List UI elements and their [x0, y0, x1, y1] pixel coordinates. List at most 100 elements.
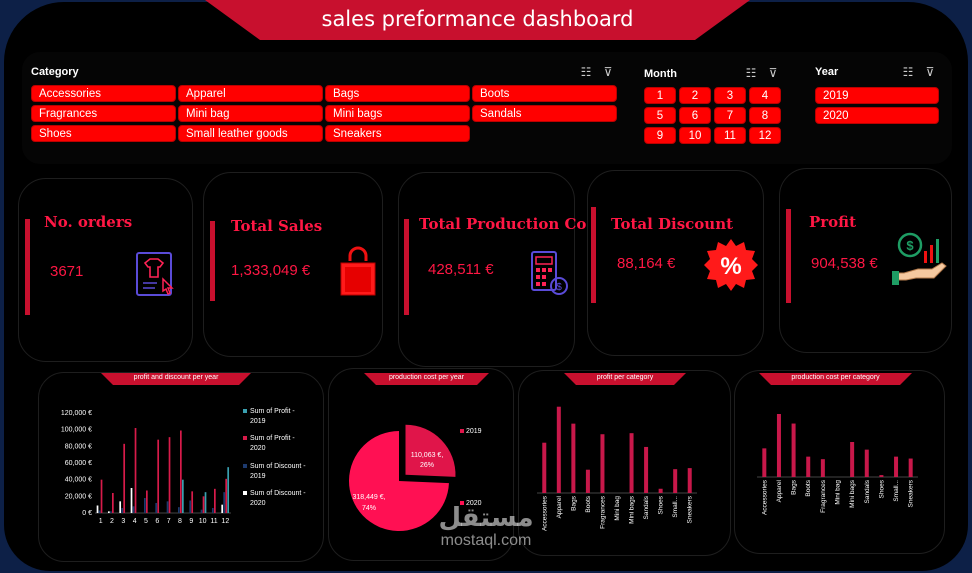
- bar-sum-of-profit-2020: [202, 496, 205, 513]
- multi-select-icon[interactable]: ☷: [745, 66, 757, 80]
- bar-sum-of-profit-2020: [146, 490, 148, 513]
- year-chip-2020[interactable]: 2020: [815, 107, 939, 124]
- watermark-latin: mostaql.com: [440, 532, 532, 549]
- bar-sum-of-profit-2020: [112, 493, 114, 513]
- bar-sum-of-profit-2020: [157, 439, 160, 513]
- category-bar: [806, 456, 811, 477]
- year-slicer-header: Year: [815, 66, 839, 78]
- bar-sum-of-profit-2019: [182, 479, 184, 513]
- legend-label: Sum of Profit -: [250, 408, 295, 415]
- x-tick-label: Fragrances: [820, 479, 827, 513]
- legend-label: 2019: [250, 473, 266, 480]
- x-tick-label: 7: [167, 518, 171, 525]
- category-chip-shoes[interactable]: Shoes: [31, 125, 176, 142]
- category-chip-small-leather-goods[interactable]: Small leather goods: [178, 125, 323, 142]
- kpi-card-orders: No. orders 3671: [18, 178, 193, 362]
- x-tick-label: 4: [133, 518, 137, 525]
- x-tick-label: Sandals: [864, 479, 871, 503]
- month-chip-2[interactable]: 2: [679, 87, 711, 104]
- legend-label: 2020: [250, 445, 266, 452]
- production-cost-per-category-chart: Accessories Apparel Bags Boots Fragrances Min…: [757, 414, 918, 515]
- bar-sum-of-profit-2020: [191, 491, 194, 513]
- legend-swatch: [243, 464, 247, 468]
- x-tick-label: 3: [121, 518, 125, 525]
- category-bar: [776, 414, 781, 477]
- dashboard-title: sales preformance dashboard: [321, 7, 634, 31]
- month-chip-9[interactable]: 9: [644, 127, 676, 144]
- month-chip-6[interactable]: 6: [679, 107, 711, 124]
- clear-filter-icon[interactable]: ⊽: [925, 65, 935, 79]
- legend-label: 2019: [250, 418, 266, 425]
- category-chip-bags[interactable]: Bags: [325, 85, 470, 102]
- category-chip-sneakers[interactable]: Sneakers: [325, 125, 470, 142]
- legend-label: Sum of Discount -: [250, 490, 306, 497]
- month-chip-3[interactable]: 3: [714, 87, 746, 104]
- month-chip-12[interactable]: 12: [749, 127, 781, 144]
- category-chip-mini-bags[interactable]: Mini bags: [325, 105, 470, 122]
- legend-label: Sum of Discount -: [250, 463, 306, 470]
- category-chip-accessories[interactable]: Accessories: [31, 85, 176, 102]
- x-tick-label: 10: [199, 518, 207, 525]
- multi-select-icon[interactable]: ☷: [902, 65, 914, 79]
- category-bar: [571, 423, 576, 493]
- kpi-title: Profit: [809, 213, 857, 231]
- profit-hand-icon: $: [892, 232, 947, 285]
- title-banner: [205, 0, 750, 40]
- month-chip-10[interactable]: 10: [679, 127, 711, 144]
- kpi-card-total-sales: Total Sales 1,333,049 €: [203, 172, 383, 357]
- pie-slice-2020: [349, 431, 449, 531]
- chart-header-ribbon: [564, 373, 686, 385]
- y-tick-label: 100,000 €: [61, 427, 92, 434]
- clear-filter-icon[interactable]: ⊽: [603, 65, 613, 79]
- category-bar: [879, 475, 884, 477]
- month-slicer-header: Month: [644, 68, 677, 80]
- x-tick-label: 11: [210, 518, 217, 525]
- kpi-accent-bar: [786, 209, 791, 303]
- month-chip-11[interactable]: 11: [714, 127, 746, 144]
- svg-text:%: %: [720, 253, 741, 280]
- category-chip-mini-bag[interactable]: Mini bag: [178, 105, 323, 122]
- y-tick-label: 120,000 €: [61, 410, 92, 417]
- bar-sum-of-profit-2020: [225, 478, 228, 513]
- month-chip-5[interactable]: 5: [644, 107, 676, 124]
- category-chip-apparel[interactable]: Apparel: [178, 85, 323, 102]
- x-tick-label: Accessories: [541, 495, 548, 531]
- profit-per-category-chart: Accessories Apparel Bags Boots Fragrances Min…: [537, 406, 697, 531]
- category-bar: [600, 434, 605, 493]
- month-chip-1[interactable]: 1: [644, 87, 676, 104]
- x-tick-label: 8: [178, 518, 182, 525]
- svg-text:$: $: [906, 238, 914, 253]
- category-bar: [850, 442, 855, 477]
- x-tick-label: Boots: [585, 495, 592, 512]
- category-bar: [820, 459, 825, 477]
- y-tick-label: 80,000 €: [65, 443, 92, 450]
- multi-select-icon[interactable]: ☷: [580, 65, 592, 79]
- x-tick-label: 1: [99, 518, 103, 525]
- month-chip-4[interactable]: 4: [749, 87, 781, 104]
- bar-sum-of-profit-2019: [227, 467, 230, 513]
- month-chip-7[interactable]: 7: [714, 107, 746, 124]
- month-chip-8[interactable]: 8: [749, 107, 781, 124]
- pie-data-label: 110,063 €,: [411, 452, 444, 459]
- category-bar: [762, 448, 767, 477]
- category-bar: [864, 449, 869, 477]
- chart-card-production-cost-category: production cost per category Accessories…: [734, 370, 945, 554]
- kpi-accent-bar: [591, 207, 596, 303]
- legend-swatch: [243, 491, 247, 495]
- category-chip-boots[interactable]: Boots: [472, 85, 617, 102]
- bar-sum-of-profit-2020: [134, 428, 137, 513]
- category-chip-sandals[interactable]: Sandals: [472, 105, 617, 122]
- svg-text:$: $: [556, 282, 562, 293]
- x-tick-label: Accessories: [761, 479, 768, 515]
- year-chip-2019[interactable]: 2019: [815, 87, 939, 104]
- category-chip-fragrances[interactable]: Fragrances: [31, 105, 176, 122]
- bar-sum-of-profit-2019: [204, 492, 207, 513]
- x-tick-label: Shoes: [878, 479, 885, 498]
- chart-title: profit per category: [596, 374, 654, 381]
- clear-filter-icon[interactable]: ⊽: [768, 66, 778, 80]
- x-tick-label: Mini bags: [849, 479, 856, 508]
- x-tick-label: Mini bags: [629, 495, 636, 524]
- kpi-card-total-discount: Total Discount 88,164 € %: [587, 170, 764, 356]
- production-cost-pie-chart: 110,063 €, 26% 318,449 €, 74% 2019 2020: [349, 424, 482, 531]
- x-tick-label: 12: [221, 518, 229, 525]
